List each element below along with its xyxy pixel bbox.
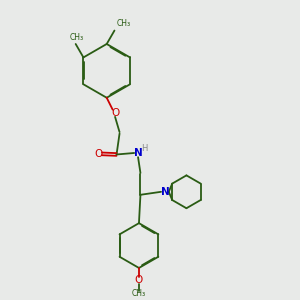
Text: CH₃: CH₃ [70, 33, 84, 42]
Text: N: N [134, 148, 142, 158]
Text: O: O [135, 275, 143, 285]
Text: H: H [141, 144, 148, 153]
Text: CH₃: CH₃ [117, 19, 131, 28]
Text: O: O [111, 108, 119, 118]
Text: N: N [160, 187, 169, 197]
Text: CH₃: CH₃ [132, 289, 146, 298]
Text: O: O [94, 149, 102, 159]
